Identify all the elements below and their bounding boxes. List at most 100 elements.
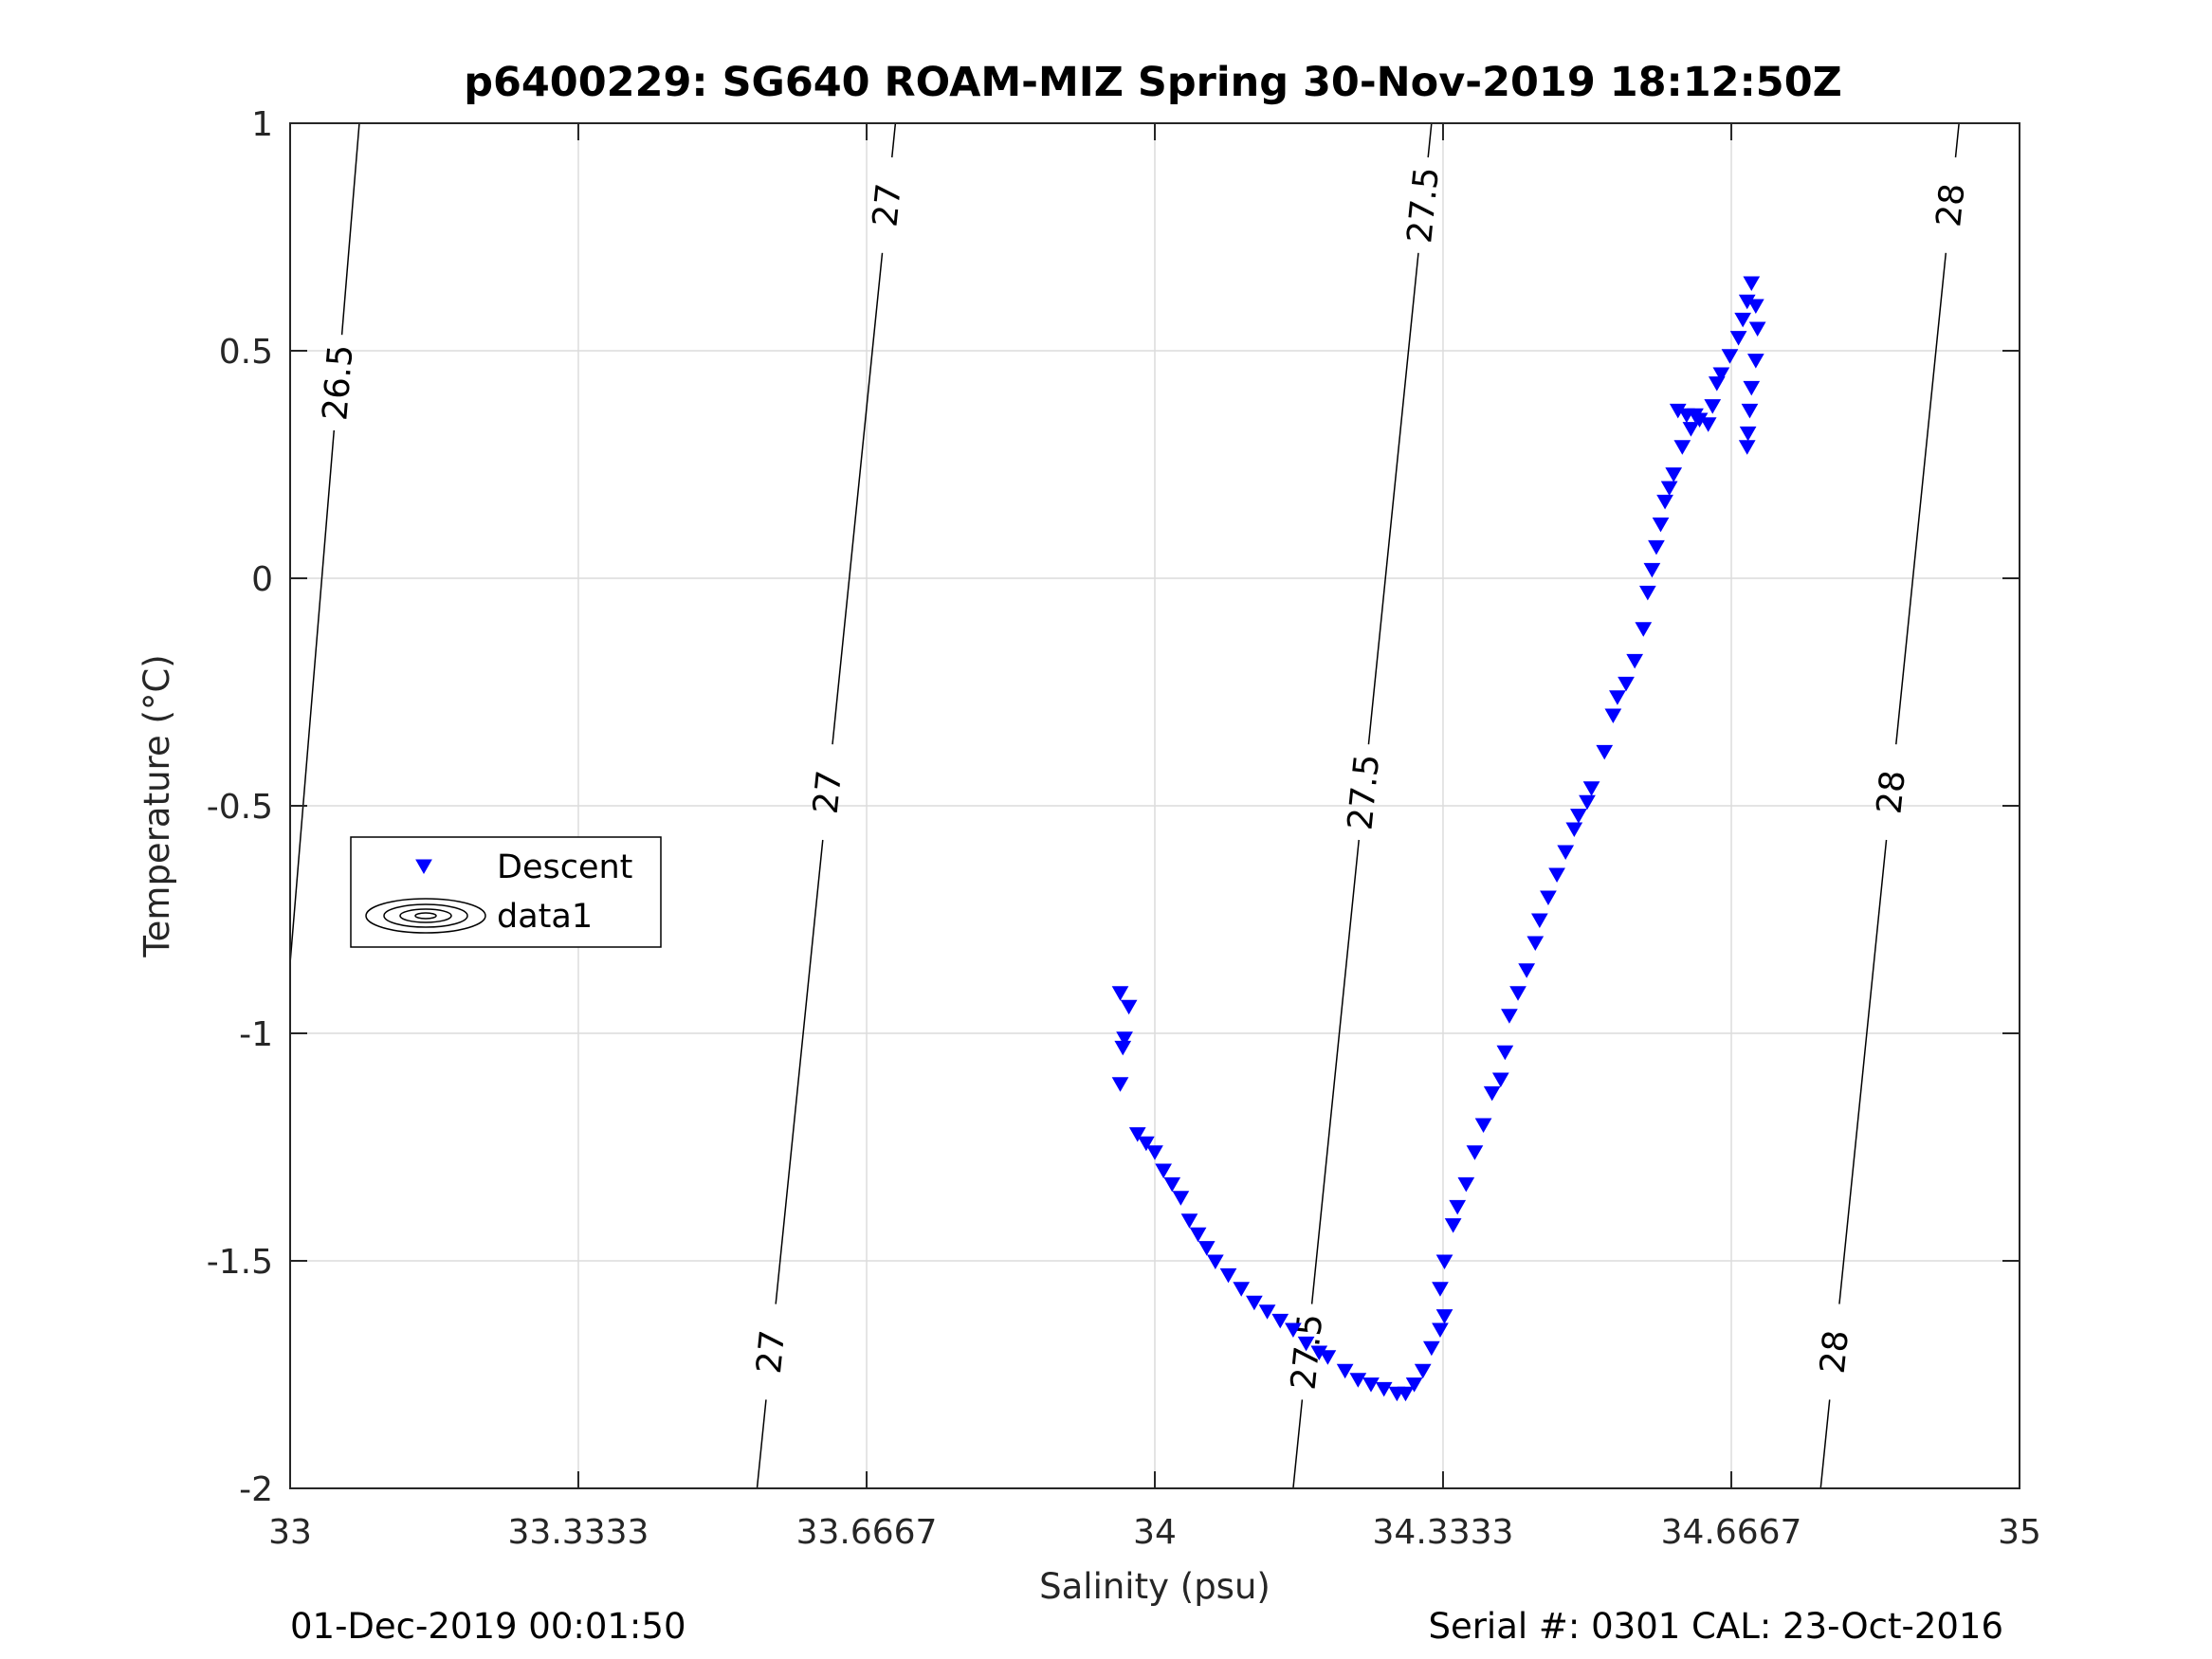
descent-point — [1336, 1363, 1354, 1379]
descent-point — [1748, 321, 1766, 337]
contour-27: 27 27 27 — [750, 122, 909, 1489]
contour-line-segment — [340, 122, 360, 336]
descent-point — [1660, 481, 1678, 497]
legend-descent-label: Descent — [497, 848, 632, 886]
descent-point — [1146, 1145, 1163, 1160]
descent-point — [1432, 1322, 1449, 1339]
descent-point — [1582, 781, 1600, 796]
descent-point — [1138, 1136, 1155, 1152]
descent-point — [1626, 653, 1644, 669]
descent-point — [1738, 440, 1756, 455]
descent-point — [1743, 276, 1761, 292]
descent-point — [1746, 299, 1764, 315]
descent-point — [1496, 1045, 1514, 1061]
descent-point — [1579, 794, 1596, 811]
descent-point — [1435, 1309, 1453, 1324]
descent-point — [1435, 1254, 1453, 1270]
descent-point — [1163, 1176, 1181, 1193]
descent-point — [1405, 1377, 1423, 1393]
descent-point — [1116, 1031, 1133, 1047]
descent-point — [1483, 1085, 1501, 1102]
descent-point — [1596, 744, 1614, 760]
descent-point — [1570, 809, 1587, 824]
descent-point — [1206, 1254, 1224, 1270]
descent-point — [1721, 349, 1739, 364]
descent-point — [1743, 380, 1761, 396]
descent-point — [1114, 1040, 1132, 1056]
contour-28: 28 28 28 — [1814, 122, 1973, 1489]
contour-label: 27.5 — [1400, 166, 1447, 246]
descent-point — [1414, 1363, 1432, 1379]
chart-title: p6400229: SG640 ROAM-MIZ Spring 30-Nov-2… — [464, 59, 1842, 106]
contour-line-segment — [1819, 1399, 1831, 1489]
descent-point — [1155, 1163, 1172, 1179]
descent-point — [1111, 986, 1129, 1001]
descent-point — [1120, 999, 1138, 1015]
descent-point — [1746, 354, 1764, 369]
descent-point — [1258, 1304, 1276, 1320]
x-tick-label: 34 — [1133, 1513, 1177, 1552]
descent-point — [1457, 1176, 1475, 1193]
contour-line-segment — [775, 839, 824, 1304]
descent-point — [1180, 1213, 1198, 1229]
descent-point — [1128, 1127, 1146, 1142]
descent-point — [1638, 585, 1656, 601]
descent-point — [1682, 422, 1700, 437]
descent-point — [1652, 517, 1670, 533]
contour-line-segment — [1954, 122, 1960, 158]
x-axis-ticks: 33 33.3333 33.6667 34 34.3333 34.6667 35 — [268, 123, 2041, 1552]
contour-label: 28 — [1929, 182, 1972, 229]
x-tick-label: 34.3333 — [1373, 1513, 1514, 1552]
footer-timestamp: 01-Dec-2019 00:01:50 — [290, 1606, 686, 1647]
descent-point — [1530, 913, 1548, 929]
descent-point — [1565, 822, 1583, 838]
legend: Descent data1 — [350, 836, 662, 948]
y-tick-label: 1 — [251, 105, 273, 144]
descent-point — [1635, 622, 1653, 637]
contour-label: 28 — [1870, 769, 1912, 816]
descent-point — [1665, 467, 1683, 483]
y-tick-label: -0.5 — [207, 788, 273, 827]
x-axis-label: Salinity (psu) — [1039, 1566, 1271, 1607]
descent-point — [1609, 690, 1626, 705]
descent-point — [1449, 1199, 1467, 1215]
descent-point — [1172, 1191, 1190, 1206]
contour-label: 27.5 — [1341, 753, 1387, 832]
descent-point — [1246, 1295, 1263, 1311]
contour-label: 27 — [807, 769, 850, 816]
descent-point — [1501, 1009, 1518, 1024]
descent-point — [1319, 1350, 1337, 1365]
descent-point — [1197, 1241, 1216, 1256]
descent-point — [1466, 1145, 1484, 1160]
descent-point — [1712, 367, 1730, 383]
descent-point — [1362, 1377, 1380, 1393]
contour-line-segment — [1895, 252, 1947, 745]
contour-line-segment — [289, 429, 336, 964]
descent-point — [1219, 1267, 1237, 1284]
descent-point — [1687, 408, 1704, 424]
descent-point — [1422, 1340, 1440, 1357]
y-axis-ticks: -2 -1.5 -1 -0.5 0 0.5 1 — [207, 105, 2020, 1509]
contour-line-segment — [832, 252, 884, 745]
descent-point — [1734, 312, 1752, 328]
contour-label: 27 — [866, 182, 908, 229]
legend-descent-marker — [415, 859, 432, 875]
descent-point — [1557, 845, 1575, 861]
descent-point — [1444, 1218, 1462, 1233]
descent-point — [1648, 539, 1665, 556]
descent-points — [1111, 276, 1766, 1402]
descent-point — [1297, 1336, 1315, 1352]
x-tick-label: 33 — [268, 1513, 312, 1552]
descent-point — [1729, 331, 1747, 346]
descent-point — [1432, 1282, 1449, 1297]
descent-point — [1397, 1386, 1415, 1402]
descent-point — [1526, 936, 1545, 952]
x-tick-label: 33.6667 — [796, 1513, 938, 1552]
contour-line-segment — [1310, 839, 1360, 1304]
descent-point — [1474, 1118, 1492, 1134]
descent-point — [1656, 494, 1673, 510]
descent-point — [1704, 399, 1722, 414]
contour-line-segment — [756, 1399, 767, 1489]
legend-data1-label: data1 — [497, 898, 593, 936]
x-tick-label: 33.3333 — [508, 1513, 649, 1552]
